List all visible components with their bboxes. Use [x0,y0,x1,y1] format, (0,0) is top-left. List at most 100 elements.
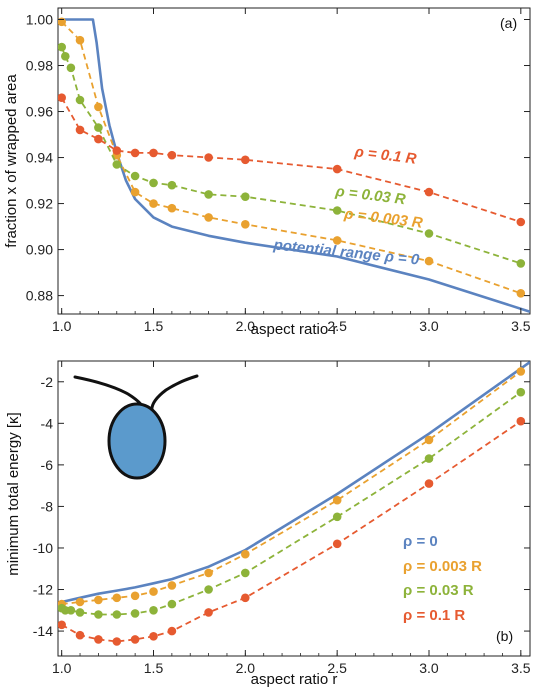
panel-b-point-0-03-r [112,610,122,619]
panel-a-x-axis-title: aspect ratio r [251,321,338,338]
panel-b-y-ticks: -14 -12 -10 -8 -6 -4 -2 [33,374,530,639]
panel-b-point-0-003-r [94,595,103,605]
panel-a-point-0-1-r [58,93,66,102]
panel-a-y-tick-label: 0.98 [26,58,53,74]
panel-b-point-0-003-r [424,435,434,445]
panel-b-frame [57,360,531,657]
panel-a-point-0-03-r [424,229,434,238]
panel-b-point-0-003-r [149,587,158,596]
panel-b-point-0-03-r [94,610,103,619]
panel-b-point-0-003-r [332,495,342,505]
panel-b-x-tick-label: 2.5 [327,660,347,676]
panel-b-series-line-0-1-r [61,420,522,643]
panel-b-x-tick-label: 1.5 [144,660,164,676]
panel-a-point-0-1-r [167,150,177,160]
panel-a-point-0-03-r [167,180,177,190]
panel-b-point-0-1-r [58,620,66,630]
panel-a-point-0-003-r [424,256,434,266]
panel-b-x-axis-title: aspect ratio r [251,671,338,688]
panel-a-y-tick-label: 0.96 [26,104,53,120]
panel-b-point-0-03-r [167,599,177,609]
panel-a-x-tick-label: 1.0 [52,318,72,334]
panel-b-point-0-1-r [332,539,342,549]
legend-entry-rho-0-1: ρ = 0.1 R [403,607,465,624]
panel-b-point-0-003-r [204,568,213,578]
panel-a-point-0-1-r [94,134,103,144]
legend-entry-rho-0-003: ρ = 0.003 R [403,558,482,575]
panel-a-frame [57,7,531,315]
panel-a-y-tick-label: 0.94 [26,150,53,166]
panel-a-point-0-03-r [61,52,70,61]
panel-b-point-0-1-r [424,479,434,488]
panel-b-point-0-1-r [94,635,103,644]
panel-a-x-ticks: 1.0 1.5 2.0 2.5 3.0 3.5 [52,8,531,334]
panel-b-point-0-03-r [130,609,140,618]
panel-a-point-0-1-r [130,148,140,158]
panel-b-y-tick-label: -4 [41,415,54,431]
panel-a-x-tick-label: 2.0 [236,318,256,334]
panel-a-point-0-1-r [112,146,122,155]
panel-a-y-tick-label: 0.90 [26,242,53,258]
panel-a-plot-area [58,17,530,313]
panel-a: 1.0 1.5 2.0 2.5 3.0 3.5 0.880.900.920.940.960… [3,7,531,338]
panel-a-point-0-1-r [424,187,434,197]
panel-a-point-0-1-r [75,125,85,135]
panel-b-y-tick-label: -8 [41,498,54,514]
panel-a-point-0-03-r [112,160,122,169]
panel-b-point-0-03-r [516,387,526,397]
panel-a-point-0-03-r [75,95,85,105]
panel-b-point-0-1-r [516,416,526,426]
panel-a-point-0-003-r [241,220,250,229]
panel-b-y-axis-title: minimum total energy [κ] [5,412,22,575]
panel-a-point-0-1-r [332,164,342,174]
panel-a-point-0-1-r [149,148,158,158]
panel-b-point-0-003-r [112,593,122,603]
panel-a-y-tick-label: 0.88 [26,288,53,304]
panel-a-series-line-potential-range-0 [61,18,530,313]
panel-a-point-0-003-r [332,236,342,245]
panel-b-point-0-03-r [149,606,158,615]
panel-b-x-tick-label: 1.0 [52,660,72,676]
panel-a-y-axis-title: fraction x of wrapped area [3,74,20,248]
panel-b-y-tick-label: -6 [41,457,54,473]
panel-b-point-0-1-r [204,608,213,617]
panel-a-point-0-003-r [167,203,177,213]
panel-b-point-0-003-r [516,367,526,376]
panel-a-x-tick-label: 2.5 [327,318,347,334]
panel-a-point-0-003-r [149,199,158,208]
panel-b-point-0-03-r [241,568,250,578]
panel-b-point-0-03-r [332,512,342,522]
panel-b-point-0-03-r [424,454,434,463]
panel-a-label-rho-0-03: ρ = 0.03 R [334,183,407,209]
panel-a-label-rho-0-1: ρ = 0.1 R [353,143,418,168]
panel-b-y-tick-label: -14 [33,623,53,639]
panel-b: 1.0 1.5 2.0 2.5 3.0 3.5 -14 -12 -10 -8 -6 -4 -2 (b)… [5,360,531,688]
panel-a-point-0-003-r [130,187,140,197]
ellipsoidal-particle [107,402,167,480]
panel-a-y-ticks: 0.88 0.90 0.92 0.94 0.96 0.98 1.00 [26,12,530,304]
panel-b-label: (b) [496,628,513,644]
panel-b-point-0-003-r [167,581,177,590]
legend-entry-rho-0: ρ = 0 [403,533,438,550]
panel-a-series [58,17,530,313]
panel-a-point-0-03-r [332,206,342,215]
panel-b-y-tick-label: -10 [33,540,53,556]
panel-b-legend: ρ = 0 ρ = 0.003 R ρ = 0.03 R ρ = 0.1 R [403,533,482,624]
panel-a-series-line-0-003-r [61,21,522,295]
panel-a-point-0-1-r [516,217,526,227]
panel-a-point-0-03-r [204,190,213,199]
panel-b-y-tick-label: -12 [33,582,53,598]
panel-a-point-0-1-r [204,153,213,162]
panel-b-x-ticks: 1.0 1.5 2.0 2.5 3.0 3.5 [52,361,531,676]
panel-a-point-0-03-r [516,259,526,268]
panel-b-x-tick-label: 2.0 [236,660,256,676]
panel-b-point-0-03-r [204,585,213,594]
panel-b-point-0-1-r [112,637,122,646]
panel-b-point-0-1-r [149,632,158,641]
panel-a-point-0-003-r [75,35,85,45]
panel-a-x-tick-label: 3.0 [419,318,439,334]
panel-b-x-tick-label: 3.0 [419,660,439,676]
panel-b-series-line-0 [61,361,530,604]
panel-b-point-0-1-r [241,593,250,603]
